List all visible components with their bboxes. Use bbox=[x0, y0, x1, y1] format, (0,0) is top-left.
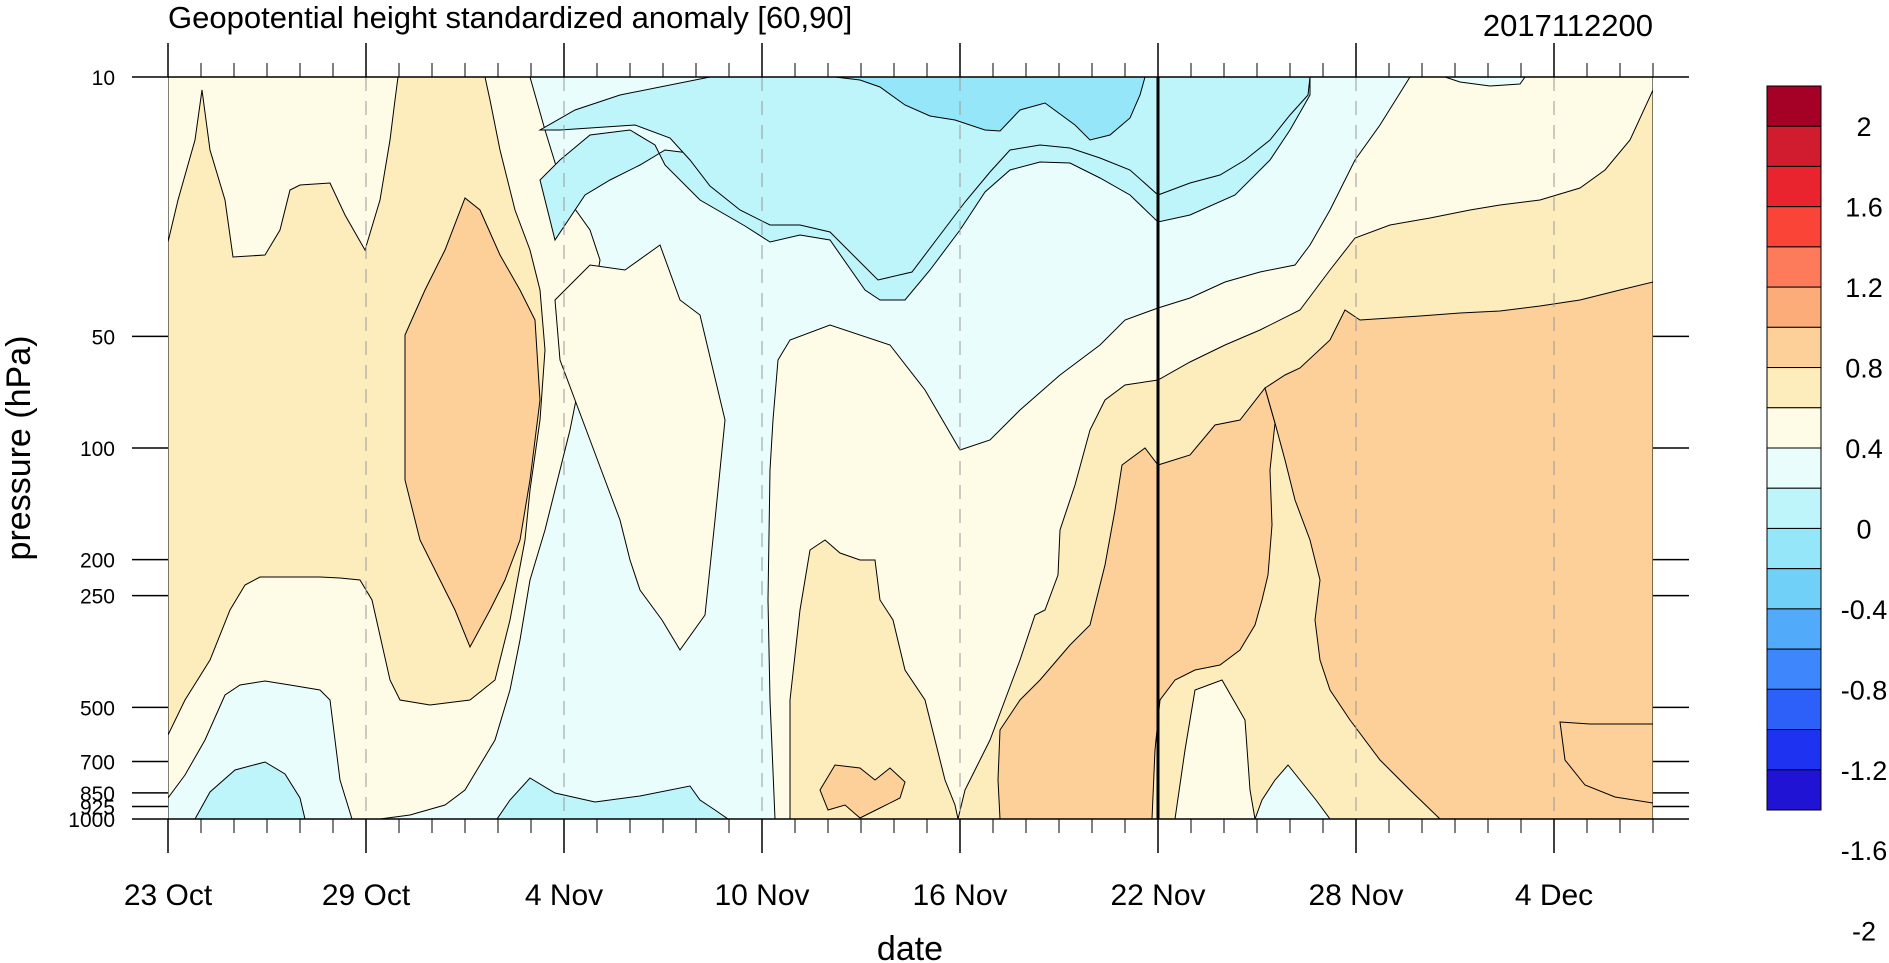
region-n04-topright bbox=[1444, 77, 1526, 87]
region-p08-bump bbox=[819, 764, 906, 819]
colorbar-label: 0.8 bbox=[1845, 354, 1883, 384]
colorbar-swatch bbox=[1766, 688, 1822, 731]
colorbar-label: -1.2 bbox=[1841, 756, 1888, 786]
x-tick-labels: 23 Oct 29 Oct 4 Nov 10 Nov 16 Nov 22 Nov 28 No… bbox=[124, 879, 1593, 912]
colorbar-swatch bbox=[1766, 206, 1822, 248]
colorbar-label: 1.2 bbox=[1845, 273, 1883, 303]
region-p08-right bbox=[1264, 281, 1653, 819]
colorbar-swatch bbox=[1766, 487, 1822, 529]
x-tick-label: 4 Dec bbox=[1515, 879, 1593, 912]
colorbar-swatch bbox=[1766, 769, 1822, 811]
x-axis-label: date bbox=[877, 930, 943, 963]
y-tick-label: 250 bbox=[80, 586, 115, 609]
colorbar-swatch bbox=[1766, 326, 1822, 369]
x-tick-label: 29 Oct bbox=[322, 879, 411, 912]
y-tick-label: 850 bbox=[80, 783, 115, 806]
region-p00-mid bbox=[554, 244, 726, 651]
region-n08-bottom bbox=[496, 777, 729, 819]
x-tick-label: 28 Nov bbox=[1308, 879, 1403, 912]
colorbar: 2 1.6 1.2 0.8 0.4 0 -0.4 -0.8 -1.2 -1.6 -2 bbox=[1766, 85, 1888, 947]
region-p04-lowmid bbox=[789, 539, 959, 819]
colorbar-label: 2 bbox=[1856, 112, 1871, 142]
region-p08-lower bbox=[997, 386, 1276, 819]
colorbar-swatch bbox=[1766, 125, 1822, 167]
x-tick-label: 22 Nov bbox=[1110, 879, 1205, 912]
colorbar-swatch bbox=[1766, 608, 1822, 650]
region-n12-top bbox=[834, 77, 1146, 141]
region-p12-hint bbox=[1559, 721, 1653, 804]
x-tick-label: 23 Oct bbox=[124, 879, 213, 912]
colorbar-label: -2 bbox=[1852, 917, 1876, 947]
x-tick-label: 16 Nov bbox=[912, 879, 1007, 912]
region-n04-lowright bbox=[1254, 764, 1331, 819]
colorbar-swatch bbox=[1766, 367, 1822, 409]
colorbar-swatch bbox=[1766, 407, 1822, 449]
colorbar-swatch bbox=[1766, 286, 1822, 328]
colorbar-swatch bbox=[1766, 85, 1822, 127]
y-tick-label: 200 bbox=[80, 550, 115, 573]
y-tick-label: 100 bbox=[80, 438, 115, 461]
colorbar-label: 0.4 bbox=[1845, 434, 1883, 464]
colorbar-label: -1.6 bbox=[1841, 836, 1888, 866]
colorbar-swatch bbox=[1766, 447, 1822, 489]
x-tick-label: 10 Nov bbox=[714, 879, 809, 912]
region-n04-lowleft bbox=[168, 680, 353, 819]
colorbar-label: 0 bbox=[1856, 514, 1871, 544]
region-n08-lowleft-core bbox=[194, 761, 306, 819]
colorbar-swatch bbox=[1766, 246, 1822, 288]
colorbar-swatch bbox=[1766, 729, 1822, 771]
y-tick-label: 10 bbox=[92, 67, 115, 90]
y-tick-label: 500 bbox=[80, 697, 115, 720]
y-tick-label: 700 bbox=[80, 752, 115, 775]
colorbar-swatch bbox=[1766, 648, 1822, 690]
colorbar-label: -0.4 bbox=[1841, 595, 1888, 625]
colorbar-swatch bbox=[1766, 527, 1822, 570]
x-minor-ticks bbox=[167, 63, 1654, 833]
chart-title: Geopotential height standardized anomaly… bbox=[168, 0, 852, 35]
colorbar-label: 1.6 bbox=[1845, 193, 1883, 223]
y-axis-label: pressure (hPa) bbox=[0, 336, 38, 561]
chart-subtitle: 2017112200 bbox=[1483, 8, 1653, 43]
x-tick-label: 4 Nov bbox=[525, 879, 603, 912]
y-tick-label: 925 bbox=[80, 796, 115, 819]
y-tick-label: 50 bbox=[92, 326, 115, 349]
colorbar-swatch bbox=[1766, 568, 1822, 610]
colorbar-swatch bbox=[1766, 165, 1822, 208]
region-p08-leftlobe bbox=[404, 197, 541, 649]
y-tick-label: 1000 bbox=[68, 809, 115, 832]
colorbar-label: -0.8 bbox=[1841, 675, 1888, 705]
